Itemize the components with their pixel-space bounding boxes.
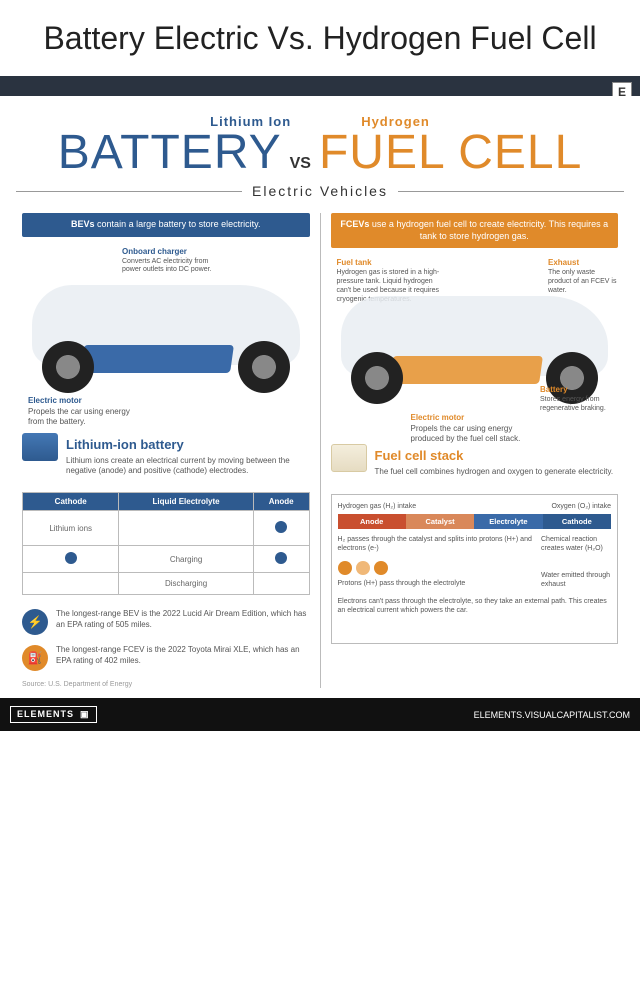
bev-fact-icon: ⚡ [22,609,48,635]
battery-icon [22,433,58,461]
tank-title: Fuel tank [337,258,447,268]
liion-table: Cathode Liquid Electrolyte Anode Lithium… [22,492,310,595]
strip-anode: Anode [338,514,406,529]
fcev-motor-title: Electric motor [411,413,531,423]
bev-wheel-rear [238,341,290,393]
footer-bar: ELEMENTS▣ ELEMENTS.VISUALCAPITALIST.COM [0,698,640,731]
cell-charging: Charging [119,546,253,573]
fcev-battery-desc: Stores energy from regenerative braking. [540,396,618,414]
vs-label: VS [290,155,311,173]
proton-ball-icon [356,561,370,575]
fcev-tagbox: FCEVs use a hydrogen fuel cell to create… [331,213,619,248]
subline-text: Electric Vehicles [252,183,388,199]
fcev-stack-plate [389,356,543,384]
h2-intake-label: Hydrogen gas (H₂) intake [338,503,417,510]
liion-heading: Lithium-ion battery [66,437,310,452]
fcev-fact-icon: ⛽ [22,645,48,671]
top-banner: E [0,76,640,96]
fcev-battery-title: Battery [540,385,618,395]
th-electrolyte: Liquid Electrolyte [119,493,253,511]
dot-icon [275,521,287,533]
th-anode: Anode [253,493,309,511]
bev-fact-text: The longest-range BEV is the 2022 Lucid … [56,609,310,631]
strip-cathode: Cathode [543,514,611,529]
o2-intake-label: Oxygen (O₂) intake [551,503,611,510]
fcev-diagram: Fuel tank Hydrogen gas is stored in a hi… [331,258,619,438]
cell-discharging: Discharging [119,573,253,595]
proton-ball-icon [374,561,388,575]
dot-icon [65,552,77,564]
fc-side2: Water emitted through exhaust [541,571,611,589]
fuelcell-schematic: Hydrogen gas (H₂) intake Oxygen (O₂) int… [331,494,619,644]
charger-desc: Converts AC electricity from power outle… [122,258,212,276]
fc-desc3: Electrons can't pass through the electro… [338,597,612,615]
fcev-wheel-front [351,352,403,404]
fuelcell-icon [331,444,367,472]
page-title: Battery Electric Vs. Hydrogen Fuel Cell [0,0,640,76]
infographic-body: Lithium Ion Hydrogen BATTERY VS FUEL CEL… [0,96,640,698]
bev-motor-title: Electric motor [28,396,148,406]
bev-tagbox: BEVs contain a large battery to store el… [22,213,310,237]
proton-ball-icon [338,561,352,575]
big-fuelcell: FUEL CELL [319,129,582,177]
dot-icon [275,552,287,564]
bev-column: BEVs contain a large battery to store el… [16,213,316,688]
headline-block: Lithium Ion Hydrogen BATTERY VS FUEL CEL… [16,114,624,199]
charger-title: Onboard charger [122,247,212,257]
bev-motor-desc: Propels the car using energy from the ba… [28,407,148,427]
source-text: Source: U.S. Department of Energy [22,681,310,688]
fc-heading: Fuel cell stack [375,448,614,463]
fc-desc1: H₂ passes through the catalyst and split… [338,535,536,553]
bev-diagram: Onboard charger Converts AC electricity … [22,247,310,427]
column-divider [320,213,321,688]
bev-wheel-front [42,341,94,393]
exhaust-desc: The only waste product of an FCEV is wat… [548,269,618,295]
fc-desc2: Protons (H+) pass through the electrolyt… [338,579,536,588]
strip-catalyst: Catalyst [406,514,474,529]
bev-battery-plate [80,345,234,373]
liion-desc: Lithium ions create an electrical curren… [66,456,310,477]
footer-site: ELEMENTS.VISUALCAPITALIST.COM [474,710,630,720]
strip-electrolyte: Electrolyte [474,514,542,529]
fcev-fact-text: The longest-range FCEV is the 2022 Toyot… [56,645,310,667]
fcev-motor-desc: Propels the car using energy produced by… [411,424,531,444]
fc-side1: Chemical reaction creates water (H₂O) [541,535,611,553]
brand-badge: ELEMENTS▣ [10,706,97,723]
cell-ions: Lithium ions [23,511,119,546]
big-battery: BATTERY [58,129,282,177]
fcev-column: FCEVs use a hydrogen fuel cell to create… [325,213,625,688]
th-cathode: Cathode [23,493,119,511]
exhaust-title: Exhaust [548,258,618,268]
fc-desc: The fuel cell combines hydrogen and oxyg… [375,467,614,477]
